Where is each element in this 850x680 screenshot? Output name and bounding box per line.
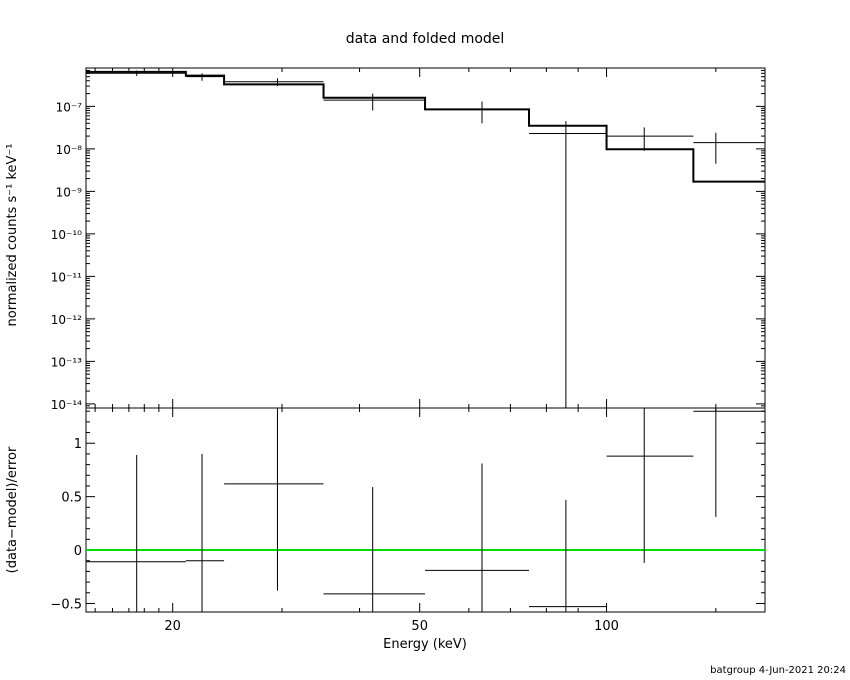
x-axis-label: Energy (keV): [383, 637, 467, 652]
chart-title: data and folded model: [346, 31, 505, 47]
x-tick-label: 100: [594, 619, 619, 634]
bottom-y-axis-label: (data−model)/error: [5, 446, 20, 573]
y-tick-label: 0: [74, 544, 82, 559]
y-tick-label: 0.5: [61, 491, 82, 506]
y-tick-label: 10⁻¹⁴: [51, 398, 82, 412]
x-tick-label: 20: [164, 619, 181, 634]
plot-frame: [85, 67, 766, 409]
y-tick-label: 1: [74, 437, 82, 452]
y-tick-label: 10⁻⁷: [56, 100, 83, 114]
y-tick-label: 10⁻¹⁰: [51, 228, 82, 242]
y-tick-label: 10⁻¹³: [51, 355, 82, 369]
y-tick-label: −0.5: [50, 597, 82, 612]
footer-credit: batgroup 4-Jun-2021 20:24: [710, 665, 846, 676]
y-tick-label: 10⁻⁸: [56, 143, 83, 157]
y-tick-label: 10⁻¹²: [51, 313, 82, 327]
model-step-line: [86, 70, 765, 183]
top-y-axis-label: normalized counts s⁻¹ keV⁻¹: [5, 144, 20, 327]
spectrum-panel: 10⁻¹⁴ 10⁻¹³ 10⁻¹² 10⁻¹¹ 10⁻¹⁰ 10⁻⁹ 10⁻⁸ 10⁻⁷: [51, 67, 766, 412]
plot-frame: [85, 407, 766, 613]
x-tick-label: 50: [411, 619, 428, 634]
residuals-panel: −0.5 0 0.5 1 20 50 100: [50, 407, 766, 634]
y-tick-label: 10⁻⁹: [56, 185, 83, 199]
y-tick-label: 10⁻¹¹: [51, 270, 82, 284]
